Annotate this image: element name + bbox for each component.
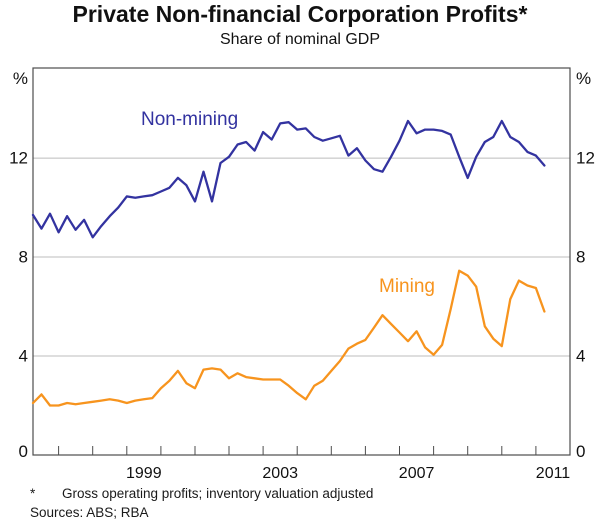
y-unit-left: % [13, 69, 28, 88]
footnote-marker: * [30, 486, 36, 501]
x-label-2003: 2003 [262, 465, 298, 482]
non-mining-series-label: Non-mining [141, 109, 239, 130]
x-label-2011: 2011 [536, 465, 571, 482]
y-label-right-4: 4 [576, 347, 585, 366]
y-label-left-4: 4 [19, 347, 28, 366]
chart-subtitle: Share of nominal GDP [219, 31, 381, 48]
mining-line [31, 269, 546, 407]
x-label-1999: 1999 [126, 465, 162, 482]
x-label-2007: 2007 [399, 465, 435, 482]
y-label-left-12: 12 [9, 149, 28, 168]
y-label-right-8: 8 [576, 248, 585, 267]
chart-title: Private Non-financial Corporation Profit… [72, 1, 528, 27]
sources-text: Sources: ABS; RBA [30, 505, 149, 520]
footnote-text: Gross operating profits; inventory valua… [62, 486, 374, 501]
y-label-right-0: 0 [576, 442, 585, 461]
plot-frame [32, 67, 571, 456]
mining-series-label: Mining [379, 276, 435, 297]
y-label-right-12: 12 [576, 149, 595, 168]
y-label-left-8: 8 [19, 248, 28, 267]
y-unit-right: % [576, 69, 591, 88]
y-label-left-0: 0 [19, 442, 28, 461]
non-mining-line [31, 119, 546, 239]
